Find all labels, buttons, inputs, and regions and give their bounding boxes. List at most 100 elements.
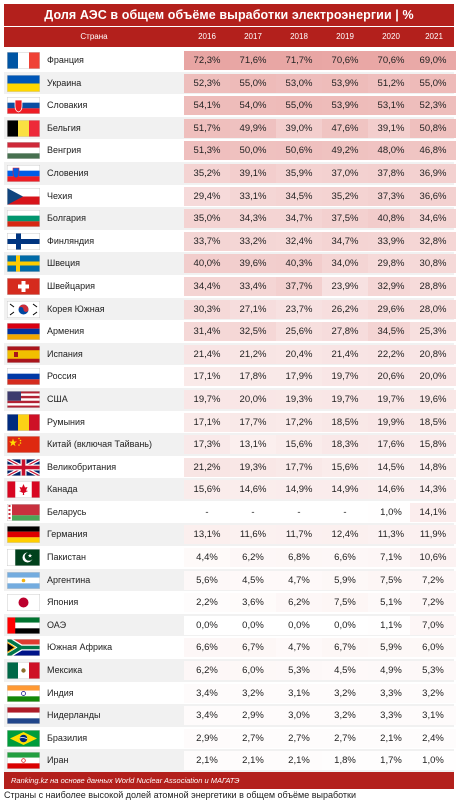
value-cell: 2,1% [276, 751, 322, 771]
value-cell: 3,2% [410, 683, 456, 703]
table-row: Германия 13,1% 11,6% 11,7% 12,4% 11,3% 11,9% [4, 523, 456, 547]
value-cell: 5,3% [410, 661, 456, 681]
value-cell: 37,8% [368, 163, 414, 183]
value-cell: 6,7% [230, 638, 276, 658]
value-cell: 28,0% [410, 299, 456, 319]
value-cell: 11,9% [410, 525, 456, 545]
value-cell: 51,3% [184, 141, 230, 161]
value-cell: 39,1% [230, 163, 276, 183]
country-name: Корея Южная [47, 303, 105, 314]
value-cell: 5,9% [322, 570, 368, 590]
table-row: Франция 72,3% 71,6% 71,7% 70,6% 70,6% 69,0% [4, 49, 456, 72]
germany-flag [7, 526, 40, 544]
country-name: Испания [47, 348, 83, 359]
value-cell: 10,6% [410, 548, 456, 568]
value-cell: 39,0% [276, 118, 322, 138]
table-row: Финляндия 33,7% 33,2% 32,4% 34,7% 33,9% 32,8% [4, 230, 456, 253]
value-cell: 33,1% [230, 186, 276, 206]
value-cell: 1,8% [322, 751, 368, 771]
table-header-row: Страна 2016 2017 2018 2019 2020 2021 [4, 27, 454, 47]
belgium-flag [7, 119, 40, 137]
value-cell: 40,3% [276, 254, 322, 274]
value-cell: 4,5% [230, 570, 276, 590]
value-cell: 2,2% [184, 593, 230, 613]
value-cell: 17,3% [184, 435, 230, 455]
value-cell: 31,4% [184, 322, 230, 342]
table-row: Канада 15,6% 14,6% 14,9% 14,9% 14,6% 14,3% [4, 478, 456, 501]
value-cell: 20,8% [410, 344, 456, 364]
value-cell: 3,4% [184, 683, 230, 703]
value-cell: 55,0% [276, 96, 322, 116]
value-cell: 26,2% [322, 299, 368, 319]
value-cell: 15,8% [410, 435, 456, 455]
value-cell: 4,5% [322, 661, 368, 681]
value-cell: 3,1% [276, 683, 322, 703]
value-cell: 7,5% [322, 593, 368, 613]
uae-flag [7, 616, 40, 634]
value-cell: 34,4% [184, 276, 230, 296]
value-cell: 3,6% [230, 593, 276, 613]
value-cell: 40,8% [368, 209, 414, 229]
column-header: 2019 [336, 32, 354, 41]
table-row: Испания 21,4% 21,2% 20,4% 21,4% 22,2% 20,8% [4, 342, 456, 366]
value-cell: 34,3% [230, 209, 276, 229]
spain-flag [7, 345, 40, 363]
slovakia-flag [7, 97, 40, 115]
value-cell: - [343, 506, 347, 518]
value-cell: 39,1% [368, 118, 414, 138]
table-row: Иран 2,1% 2,1% 2,1% 1,8% 1,7% 1,0% [4, 749, 456, 772]
value-cell: 19,3% [276, 389, 322, 409]
value-cell: 35,9% [276, 163, 322, 183]
japan-flag [7, 594, 40, 612]
value-cell: 51,2% [368, 73, 414, 93]
value-cell: 17,1% [184, 412, 230, 432]
value-cell: 48,0% [368, 141, 414, 161]
table-row: Словения 35,2% 39,1% 35,9% 37,0% 37,8% 36,9% [4, 161, 456, 185]
value-cell: 19,7% [368, 389, 414, 409]
value-cell: 54,1% [184, 96, 230, 116]
value-cell: 21,4% [322, 344, 368, 364]
country-name: Словения [47, 167, 89, 178]
value-cell: 2,1% [230, 751, 276, 771]
table-row: Япония 2,2% 3,6% 6,2% 7,5% 5,1% 7,2% [4, 591, 456, 614]
slovenia-flag [7, 164, 40, 182]
value-cell: 1,1% [368, 615, 414, 635]
value-cell: - [251, 506, 255, 518]
country-name: Финляндия [47, 235, 95, 246]
country-name: Румыния [47, 416, 85, 427]
country-name: Япония [47, 597, 79, 608]
value-cell: 15,6% [276, 435, 322, 455]
value-cell: 19,7% [322, 389, 368, 409]
value-cell: 34,5% [276, 186, 322, 206]
value-cell: 17,6% [368, 435, 414, 455]
value-cell: 0,0% [184, 615, 230, 635]
column-header: 2016 [198, 32, 216, 41]
country-name: США [47, 393, 68, 404]
country-name: Канада [47, 484, 78, 495]
value-cell: 19,6% [410, 389, 456, 409]
value-cell: 2,9% [184, 728, 230, 748]
country-name: Мексика [47, 665, 83, 676]
value-cell: 50,8% [410, 118, 456, 138]
finland-flag [7, 232, 40, 250]
country-name: Беларусь [47, 506, 87, 517]
column-header: 2021 [425, 32, 443, 41]
switzerland-flag [7, 277, 40, 295]
value-cell: 14,1% [410, 502, 456, 522]
value-cell: 4,4% [184, 548, 230, 568]
table-row: Великобритания 21,2% 19,3% 17,7% 15,6% 14,5% 1… [4, 456, 456, 479]
russia-flag [7, 368, 40, 386]
table-row: США 19,7% 20,0% 19,3% 19,7% 19,7% 19,6% [4, 387, 456, 411]
value-cell: 32,4% [276, 231, 322, 251]
czechia-flag [7, 187, 40, 205]
country-name: Иран [47, 755, 69, 766]
table-row: Китай (включая Тайвань) 17,3% 13,1% 15,6% 18… [4, 433, 456, 456]
value-cell: 13,1% [184, 525, 230, 545]
value-cell: 55,0% [230, 73, 276, 93]
value-cell: 18,5% [410, 412, 456, 432]
india-flag [7, 684, 40, 702]
table-row: Украина 52,3% 55,0% 53,0% 53,9% 51,2% 55,0% [4, 71, 456, 95]
value-cell: 19,9% [368, 412, 414, 432]
country-name: Нидерланды [47, 710, 101, 721]
country-name: Пакистан [47, 552, 86, 563]
